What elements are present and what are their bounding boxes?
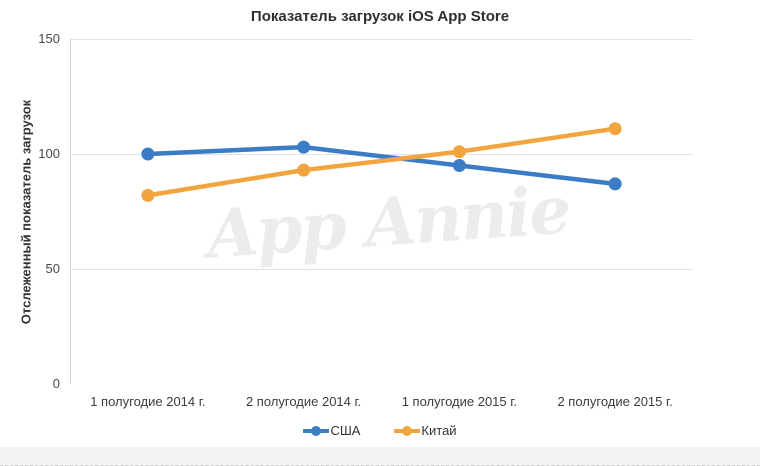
x-tick-label: 2 полугодие 2015 г.: [557, 394, 673, 409]
x-tick-label: 2 полугодие 2014 г.: [245, 394, 362, 409]
y-axis-title: Отслеженный показатель загрузок: [18, 99, 34, 325]
series-line-1: [145, 126, 618, 198]
x-tick-label: 1 полугодие 2014 г.: [90, 394, 206, 409]
plot-area: App Annie: [70, 39, 693, 384]
legend-marker-icon: [394, 425, 421, 436]
footer-strip: [0, 447, 760, 466]
legend-label: США: [330, 423, 361, 438]
legend-item-1: Китай: [394, 423, 457, 438]
y-tick-label: 50: [45, 261, 60, 276]
legend-marker-icon: [303, 425, 330, 436]
data-point: [608, 177, 622, 191]
x-tick-label: 1 полугодие 2015 г.: [401, 394, 518, 409]
y-tick-label: 150: [38, 31, 60, 46]
legend-item-0: США: [303, 423, 360, 438]
data-point: [608, 122, 622, 136]
chart-canvas: [70, 39, 693, 384]
y-tick-label: 100: [38, 146, 60, 161]
data-point: [141, 147, 155, 161]
data-point: [297, 163, 311, 177]
data-point: [297, 140, 311, 154]
legend: США Китай: [0, 423, 760, 438]
data-point: [452, 159, 466, 172]
y-tick-label: 0: [52, 376, 60, 391]
series-line-0: [145, 144, 618, 187]
legend-label: Китай: [421, 423, 457, 438]
chart-title: Показатель загрузок iOS App Store: [250, 8, 510, 25]
data-point: [141, 188, 155, 202]
data-point: [452, 145, 466, 159]
